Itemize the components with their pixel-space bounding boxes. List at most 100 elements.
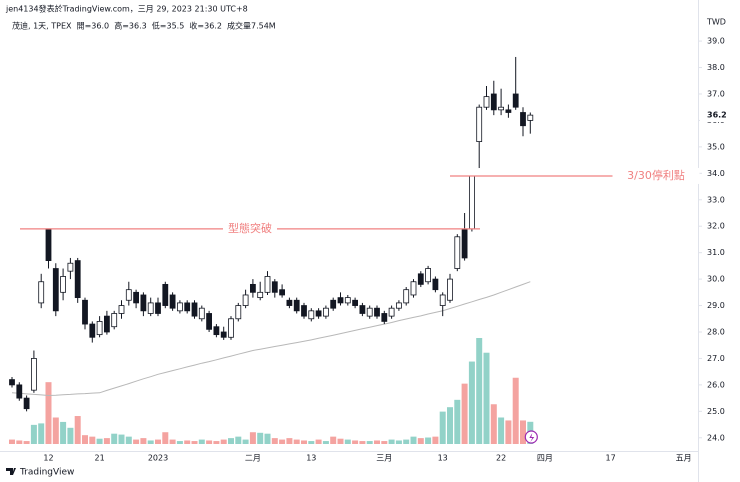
volume-bar bbox=[520, 420, 526, 444]
volume-bar bbox=[315, 439, 322, 444]
volume-bar bbox=[228, 438, 234, 444]
annotation-label: 型態突破 bbox=[228, 221, 272, 235]
x-tick-label: 13 bbox=[438, 454, 448, 463]
event-icon-bolt bbox=[529, 433, 535, 442]
volume-bar bbox=[206, 440, 213, 444]
x-tick-label: 四月 bbox=[537, 454, 553, 463]
candle-body bbox=[512, 93, 519, 108]
candle-body bbox=[198, 307, 205, 320]
y-tick-label: 34.0 bbox=[707, 169, 725, 178]
volume-bar bbox=[67, 427, 74, 444]
volume-bar bbox=[125, 436, 132, 444]
volume-bar bbox=[96, 438, 103, 444]
y-tick-label: 24.0 bbox=[707, 433, 725, 442]
x-tick-label: 17 bbox=[606, 454, 616, 463]
candle-body bbox=[191, 302, 198, 317]
candle-body bbox=[271, 281, 278, 293]
volume-bar bbox=[388, 439, 395, 444]
volume-bar bbox=[103, 438, 110, 444]
volume-bar bbox=[118, 434, 125, 444]
volume-bar bbox=[30, 424, 37, 444]
candle-body bbox=[140, 294, 147, 312]
volume-bar bbox=[60, 421, 67, 444]
candle-body bbox=[505, 109, 512, 113]
y-tick-label: 38.0 bbox=[707, 63, 725, 72]
candle-body bbox=[388, 307, 395, 317]
candle-body bbox=[279, 289, 286, 296]
currency: TWD bbox=[706, 18, 726, 27]
candle-body bbox=[89, 323, 96, 338]
y-tick-label: 28.0 bbox=[707, 327, 725, 336]
volume-bar bbox=[198, 439, 205, 444]
volume-bar bbox=[45, 382, 52, 444]
volume-bar bbox=[162, 432, 169, 444]
candle-body bbox=[293, 299, 300, 312]
candle-body bbox=[483, 96, 490, 108]
candle-body bbox=[125, 289, 132, 301]
x-tick-label: 二月 bbox=[245, 454, 261, 463]
annotation-bg bbox=[612, 167, 700, 184]
candle-body bbox=[23, 397, 30, 410]
candle-body bbox=[133, 291, 140, 304]
volume-bar bbox=[220, 439, 227, 444]
candle-body bbox=[38, 281, 45, 304]
volume-bar bbox=[483, 352, 490, 444]
volume-bar bbox=[52, 417, 59, 444]
volume-bar bbox=[417, 438, 424, 444]
candle-body bbox=[454, 236, 461, 269]
volume-bar bbox=[381, 441, 388, 444]
legend-text: 茂迪, 1天, TPEX 開=36.0 高=36.3 低=35.5 收=36.2… bbox=[12, 21, 276, 31]
moving-average-line bbox=[11, 281, 531, 397]
volume-bar bbox=[337, 438, 344, 444]
candle-body bbox=[395, 302, 402, 309]
candle-body bbox=[169, 294, 176, 309]
candle-body bbox=[228, 318, 234, 338]
volume-bar bbox=[133, 439, 140, 444]
volume-bar bbox=[308, 441, 315, 444]
brand-name: TradingView bbox=[19, 468, 74, 478]
volume-bar bbox=[498, 417, 505, 444]
volume-bar bbox=[330, 436, 337, 444]
candle-body bbox=[520, 112, 526, 127]
volume-bar bbox=[176, 441, 183, 444]
candle-body bbox=[330, 299, 337, 309]
candle-body bbox=[425, 268, 432, 283]
candle-body bbox=[184, 302, 191, 312]
candle-body bbox=[264, 276, 271, 293]
candle-body bbox=[111, 313, 118, 328]
candle-body bbox=[308, 310, 315, 320]
volume-bar bbox=[89, 436, 96, 444]
x-tick-label: 2023 bbox=[148, 454, 168, 463]
candle-body bbox=[213, 326, 220, 336]
brand-logo: TradingView bbox=[6, 468, 74, 478]
volume-bar bbox=[293, 439, 300, 444]
volume-bar bbox=[461, 383, 468, 444]
candle-body bbox=[104, 315, 110, 333]
volume-bar bbox=[403, 439, 410, 444]
x-tick-label: 13 bbox=[306, 454, 316, 463]
candle-body bbox=[96, 321, 103, 336]
volume-bar bbox=[257, 432, 264, 444]
y-tick-label: 35.0 bbox=[707, 142, 725, 151]
candle-body bbox=[403, 289, 410, 304]
volume-bar bbox=[271, 438, 278, 444]
volume-bar bbox=[74, 416, 81, 444]
volume-bar bbox=[490, 404, 497, 444]
last-price-box bbox=[700, 108, 734, 123]
x-tick-label: 三月 bbox=[376, 454, 392, 463]
volume-bar bbox=[82, 435, 88, 444]
attribution: jen4134發表於TradingView.com，三月 29, 2023 21… bbox=[5, 4, 248, 14]
y-tick-label: 32.0 bbox=[707, 222, 725, 231]
volume-bar bbox=[38, 423, 45, 444]
candle-body bbox=[374, 307, 380, 317]
volume-bar bbox=[264, 433, 271, 444]
candle-body bbox=[366, 307, 373, 317]
y-tick-label: 26.0 bbox=[707, 380, 725, 389]
plot-area: 39.038.037.036.035.034.033.032.031.030.0… bbox=[9, 37, 734, 463]
logo-icon bbox=[6, 468, 16, 475]
volume-bar bbox=[235, 436, 242, 444]
volume-bar bbox=[439, 411, 446, 444]
volume-bar bbox=[184, 440, 191, 444]
